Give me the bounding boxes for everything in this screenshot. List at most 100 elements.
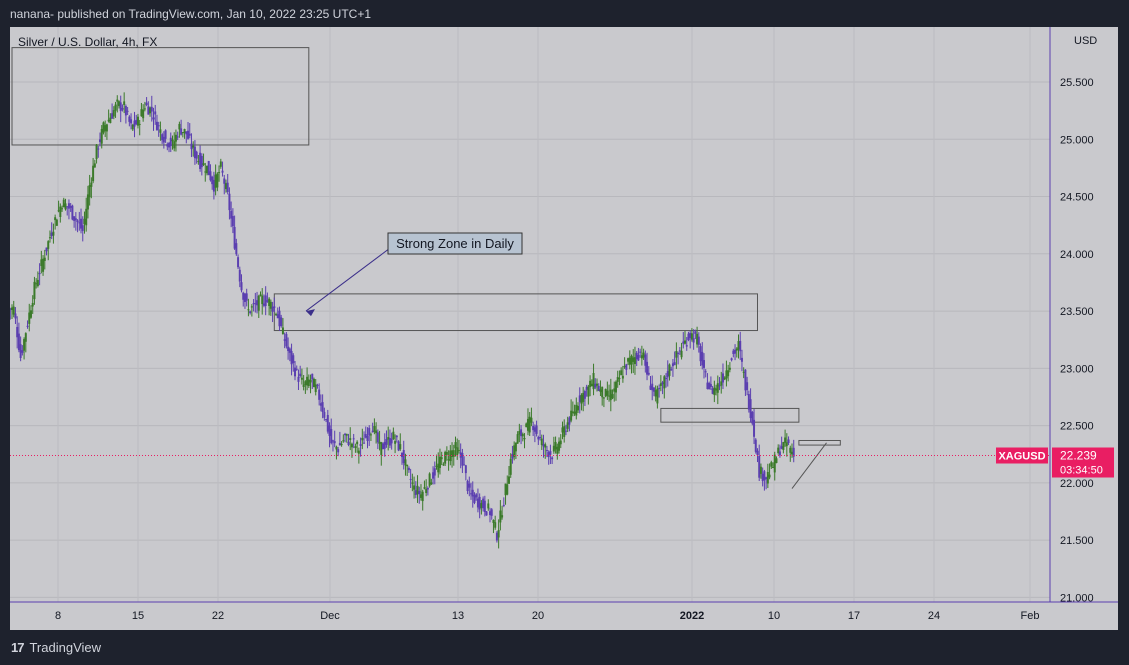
candle-body (759, 466, 762, 474)
candle-body (640, 355, 643, 359)
candle-body (406, 464, 409, 467)
candle-body (366, 435, 369, 441)
trendline[interactable] (791, 442, 827, 489)
footer-brand[interactable]: 17 TradingView (11, 640, 101, 655)
candle-body (490, 509, 493, 516)
candle-body (633, 357, 636, 365)
candle-body (114, 104, 117, 111)
candle-body (642, 352, 645, 358)
candle-body (140, 109, 143, 117)
x-tick-label: 22 (212, 610, 224, 622)
candle-body (671, 363, 674, 367)
candle-body (596, 383, 598, 386)
candle-body (526, 418, 529, 431)
chart-frame[interactable]: 25.500 25.000 24.500 24.000 23.500 23.000 22.5… (10, 27, 1118, 630)
candle-body (11, 307, 13, 310)
candle-body (692, 338, 695, 343)
candle-body (628, 357, 631, 365)
candle-body (404, 459, 407, 466)
candle-body (221, 170, 224, 173)
candle-body (233, 226, 236, 249)
candle-body (378, 441, 381, 444)
candle-body (16, 326, 19, 338)
candle-body (482, 498, 485, 509)
candle-body (758, 456, 761, 478)
candle-body (661, 382, 664, 385)
candle-body (435, 465, 438, 467)
candle-body (613, 388, 616, 392)
candle-body (157, 125, 160, 127)
candle-body (721, 373, 724, 383)
candle-body (592, 372, 595, 390)
zone-small-zone[interactable] (798, 439, 841, 446)
candle-body (585, 386, 588, 390)
candle-body (181, 132, 184, 134)
candle-body (587, 386, 590, 397)
candle-body (54, 217, 57, 221)
candle-body (575, 404, 578, 416)
candle-body (261, 295, 264, 305)
candle-body (545, 450, 548, 452)
candle-body (499, 510, 502, 523)
candle-body (547, 452, 550, 458)
candle-body (438, 456, 441, 469)
zone-mid-zone[interactable] (660, 407, 800, 423)
candle-body (299, 373, 302, 377)
candle-body (549, 451, 552, 455)
price-chart[interactable]: 25.500 25.000 24.500 24.000 23.500 23.000 22.5… (10, 27, 1118, 630)
candle-body (318, 389, 321, 400)
candle-body (763, 471, 766, 481)
candle-body (746, 382, 749, 390)
x-tick-label: 24 (928, 610, 940, 622)
candle-body (518, 431, 521, 435)
candle-body (423, 487, 426, 489)
candle-body (31, 302, 34, 307)
candle-body (55, 219, 58, 226)
annotation-box[interactable] (387, 232, 523, 255)
candle-body (287, 346, 290, 352)
candle-body (130, 119, 133, 124)
candle-body (749, 399, 752, 419)
candle-body (209, 171, 212, 181)
candle-body (735, 348, 738, 351)
x-tick-label: 20 (532, 610, 544, 622)
candle-body (23, 339, 26, 351)
candle-body (677, 352, 680, 354)
candle-body (685, 345, 688, 347)
y-tick-label: 21.000 (1060, 592, 1094, 604)
candle-body (673, 362, 676, 366)
candle-body (663, 376, 666, 389)
candle-body (409, 478, 412, 480)
zone-strong-zone[interactable] (273, 293, 758, 332)
candle-body (690, 333, 693, 340)
candle-body (632, 357, 635, 362)
candle-body (67, 203, 70, 209)
candle-body (183, 129, 186, 134)
candle-body (775, 458, 778, 463)
candle-body (102, 122, 105, 133)
candle-body (385, 438, 388, 445)
candle-body (107, 119, 110, 122)
candle-body (570, 410, 573, 421)
candle-body (319, 403, 322, 406)
candle-body (702, 360, 705, 368)
zone-top-zone[interactable] (11, 47, 310, 146)
candle-body (713, 387, 716, 395)
candle-body (594, 383, 597, 388)
candle-body (29, 310, 32, 318)
candle-body (124, 106, 127, 116)
candle-body (489, 511, 492, 516)
candle-body (599, 389, 602, 393)
candle-body (276, 314, 279, 319)
candle-body (792, 447, 795, 457)
candle-body (647, 372, 650, 375)
candle-body (149, 107, 152, 114)
candle-body (69, 206, 72, 208)
candle-body (606, 390, 609, 396)
candle-body (211, 176, 214, 185)
candle-body (704, 371, 707, 373)
x-tick-label: 2022 (680, 610, 704, 622)
candle-body (288, 348, 291, 353)
candle-body (778, 451, 781, 456)
candle-body (250, 306, 253, 308)
